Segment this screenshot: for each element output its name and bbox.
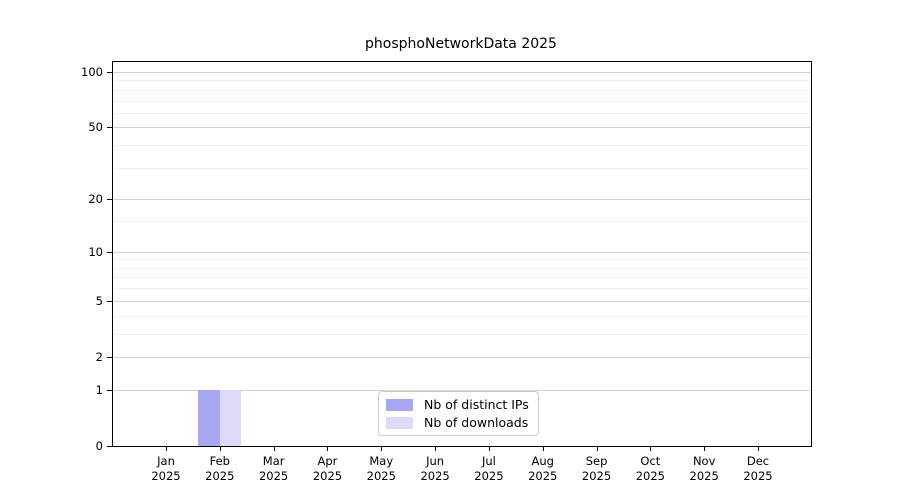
gridline-minor <box>113 112 811 114</box>
y-tick-label: 2 <box>95 349 103 364</box>
plot-area: 0 1 2 5 10 20 50 100 Jan 2025 Feb 2025 Mar 2025 Apr… <box>81 61 812 483</box>
gridline-minor <box>113 145 811 147</box>
gridline-major <box>113 251 811 253</box>
y-tick-mark <box>107 72 112 74</box>
bar-nb-of-downloads <box>219 389 242 446</box>
gridline-major <box>113 389 811 391</box>
legend: Nb of distinct IPs Nb of downloads <box>378 391 539 436</box>
gridline-minor <box>113 100 811 102</box>
x-tick-label: Dec 2025 <box>743 454 773 483</box>
y-tick-mark <box>107 389 112 391</box>
x-tick-mark <box>650 446 652 451</box>
y-tick-label: 5 <box>95 293 103 308</box>
gridline-major <box>113 72 811 74</box>
legend-label-distinct-ips: Nb of distinct IPs <box>424 397 529 412</box>
x-tick-mark <box>273 446 275 451</box>
x-tick-mark <box>166 446 167 451</box>
y-tick-mark <box>107 199 112 201</box>
y-tick-label: 0 <box>95 439 103 453</box>
y-tick-label: 10 <box>88 244 103 259</box>
y-tick-label: 50 <box>88 120 103 135</box>
legend-swatch-downloads <box>386 416 413 429</box>
x-tick-mark <box>381 446 383 451</box>
x-tick-label: Apr 2025 <box>312 454 343 483</box>
gridline-minor <box>113 288 811 290</box>
x-tick-mark <box>435 446 437 451</box>
gridline-minor <box>113 167 811 169</box>
gridline-major <box>113 356 811 358</box>
gridline-minor <box>113 277 811 279</box>
x-tick-label: Feb 2025 <box>205 454 235 483</box>
x-tick-label: Oct 2025 <box>635 454 665 483</box>
y-tick-label: 100 <box>81 65 103 80</box>
y-tick-mark <box>107 127 112 129</box>
gridline-major <box>113 199 811 201</box>
x-tick-label: Aug 2025 <box>528 454 558 483</box>
y-tick-mark <box>107 356 112 358</box>
x-tick-mark <box>542 446 544 451</box>
y-tick-label: 1 <box>95 382 103 397</box>
y-tick-label: 20 <box>88 192 103 207</box>
bar-nb-of-distinct-ips <box>198 389 220 446</box>
chart-title: phosphoNetworkData 2025 <box>365 36 557 52</box>
x-tick-label: Jan 2025 <box>151 454 181 483</box>
gridline-minor <box>113 259 811 261</box>
legend-item-downloads: Nb of downloads <box>386 415 529 430</box>
y-tick-mark <box>107 251 112 253</box>
gridline-minor <box>113 89 811 91</box>
gridline-minor <box>113 267 811 269</box>
gridline-major <box>113 127 811 129</box>
y-tick-mark <box>107 300 112 302</box>
x-tick-label: May 2025 <box>366 454 396 483</box>
x-tick-mark <box>327 446 329 451</box>
gridline-minor <box>113 221 811 223</box>
legend-swatch-distinct-ips <box>386 398 413 411</box>
x-tick-mark <box>704 446 706 451</box>
x-tick-mark <box>219 446 221 451</box>
legend-label-downloads: Nb of downloads <box>424 415 529 430</box>
gridline-minor <box>113 80 811 82</box>
x-tick-label: Nov 2025 <box>689 454 719 483</box>
x-tick-mark <box>758 446 759 451</box>
y-tick-mark <box>107 446 112 447</box>
gridline-minor <box>113 315 811 317</box>
x-tick-mark <box>596 446 598 451</box>
x-tick-label: Mar 2025 <box>258 454 289 483</box>
gridline-minor <box>113 333 811 335</box>
gridline-major <box>113 300 811 302</box>
x-tick-label: Sep 2025 <box>581 454 612 483</box>
x-tick-label: Jun 2025 <box>420 454 450 483</box>
x-tick-mark <box>488 446 490 451</box>
x-tick-label: Jul 2025 <box>474 454 504 483</box>
legend-item-distinct-ips: Nb of distinct IPs <box>386 397 529 412</box>
